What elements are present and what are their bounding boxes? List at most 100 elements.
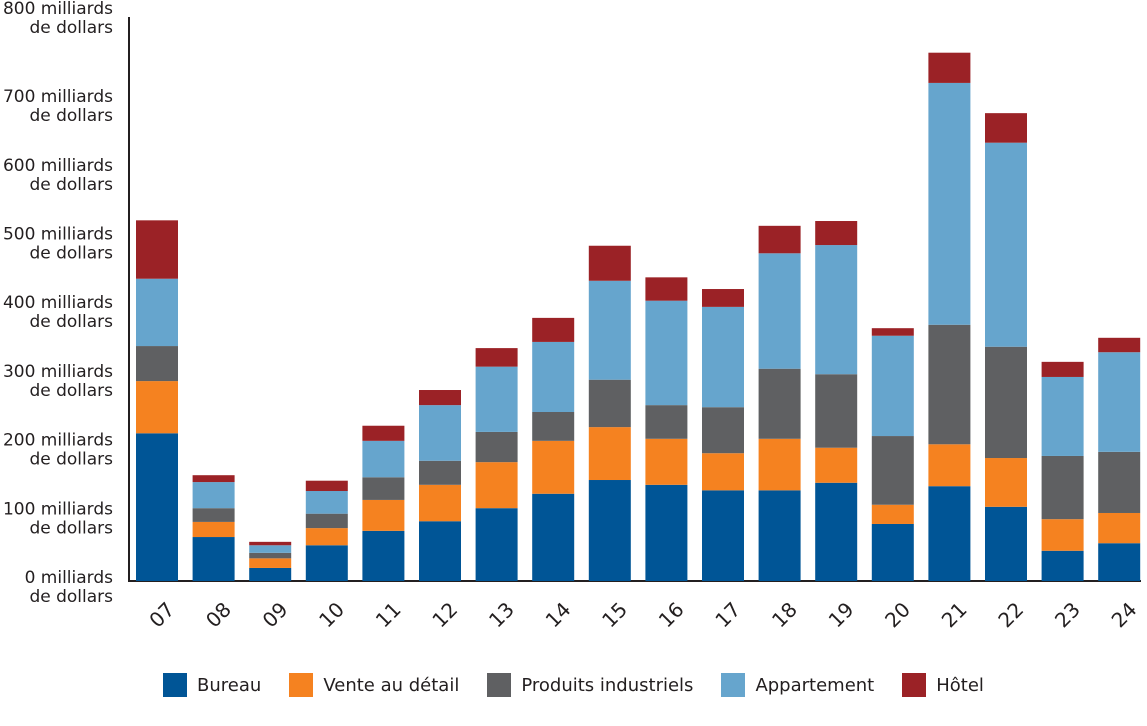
legend-item: Bureau <box>163 673 261 697</box>
bar-segment-h-tel-21 <box>928 52 971 83</box>
bar-segment-vente-au-d-tail-08 <box>192 521 235 538</box>
bar-segment-produits-industriels-18 <box>758 368 801 439</box>
bar-segment-bureau-07 <box>136 433 178 581</box>
bar-segment-vente-au-d-tail-10 <box>305 528 348 546</box>
bar-segment-bureau-22 <box>985 506 1027 581</box>
bar-segment-h-tel-09 <box>249 541 292 546</box>
bar-segment-bureau-13 <box>475 508 518 581</box>
bar-segment-appartement-20 <box>871 335 914 437</box>
bar-segment-h-tel-23 <box>1041 361 1084 377</box>
x-tick-label: 22 <box>993 597 1028 632</box>
bar-segment-produits-industriels-14 <box>532 411 575 441</box>
bar-segment-appartement-22 <box>985 142 1027 347</box>
legend-swatch <box>902 673 927 697</box>
bar-segment-bureau-18 <box>758 490 801 581</box>
bar-segment-produits-industriels-19 <box>815 374 858 448</box>
bar-segment-bureau-10 <box>305 545 348 581</box>
bar-segment-bureau-17 <box>702 490 744 581</box>
bar-segment-produits-industriels-09 <box>249 552 292 559</box>
bar-segment-vente-au-d-tail-09 <box>249 558 292 568</box>
bar-segment-produits-industriels-24 <box>1098 451 1141 513</box>
bar-segment-h-tel-11 <box>362 425 405 441</box>
bar-segment-h-tel-18 <box>758 225 801 254</box>
bar-segment-bureau-08 <box>192 537 235 581</box>
bar-segment-produits-industriels-20 <box>871 436 914 505</box>
legend-item: Hôtel <box>902 673 984 697</box>
bar-segment-appartement-08 <box>192 482 235 509</box>
bar-segment-produits-industriels-15 <box>588 379 631 428</box>
bar-segment-produits-industriels-23 <box>1041 455 1084 520</box>
bar-segment-vente-au-d-tail-14 <box>532 440 575 494</box>
y-tick-label: 700 milliards <box>3 87 113 107</box>
bar-segment-vente-au-d-tail-16 <box>645 438 688 485</box>
bar-segment-vente-au-d-tail-24 <box>1098 512 1141 544</box>
bar-segment-produits-industriels-10 <box>305 513 348 529</box>
y-tick-label: 600 milliards <box>3 156 113 176</box>
bar-segment-appartement-13 <box>475 366 518 432</box>
bar-segment-produits-industriels-11 <box>362 477 405 500</box>
legend-item: Produits industriels <box>487 673 693 697</box>
bar-segment-bureau-15 <box>588 480 631 581</box>
bar-segment-produits-industriels-07 <box>136 346 178 382</box>
y-tick-label: de dollars <box>29 312 113 332</box>
legend-swatch <box>289 673 314 697</box>
y-tick-label: 100 milliards <box>3 499 113 519</box>
bar-segment-produits-industriels-13 <box>475 431 518 463</box>
bar-segment-produits-industriels-21 <box>928 324 971 445</box>
x-tick-label: 24 <box>1107 597 1142 632</box>
y-tick-label: de dollars <box>29 175 113 195</box>
y-tick-label: 200 milliards <box>3 431 113 451</box>
bar-segment-h-tel-07 <box>136 220 178 279</box>
bar-segment-bureau-20 <box>871 523 914 581</box>
bar-segment-appartement-17 <box>702 306 744 408</box>
legend-swatch <box>721 673 746 697</box>
legend-swatch <box>487 673 512 697</box>
bar-segment-appartement-14 <box>532 341 575 412</box>
bar-segment-h-tel-08 <box>192 475 235 483</box>
y-tick-label: de dollars <box>29 244 113 264</box>
y-tick-label: 500 milliards <box>3 225 113 245</box>
legend-swatch <box>163 673 188 697</box>
x-tick-label: 17 <box>710 597 745 632</box>
x-tick-label: 18 <box>767 597 802 632</box>
bar-segment-vente-au-d-tail-23 <box>1041 519 1084 551</box>
legend-label: Produits industriels <box>521 674 694 696</box>
bar-segment-h-tel-22 <box>985 113 1027 143</box>
bar-segment-appartement-15 <box>588 280 631 380</box>
bar-segment-appartement-12 <box>419 405 461 461</box>
y-tick-label: 0 milliards <box>25 568 114 588</box>
y-tick-label: de dollars <box>29 450 113 470</box>
x-tick-label: 14 <box>541 597 576 632</box>
bar-segment-appartement-19 <box>815 245 858 375</box>
y-tick-label: 800 milliards <box>3 0 113 19</box>
bar-segment-bureau-23 <box>1041 550 1084 581</box>
legend-item: Appartement <box>721 673 874 697</box>
bar-segment-appartement-11 <box>362 440 405 478</box>
bar-segment-bureau-11 <box>362 530 405 581</box>
bar-segment-bureau-21 <box>928 486 971 581</box>
y-tick-label: de dollars <box>29 381 113 401</box>
bar-segment-bureau-09 <box>249 567 292 581</box>
bar-segment-bureau-14 <box>532 493 575 581</box>
bar-segment-produits-industriels-08 <box>192 508 235 522</box>
x-tick-label: 19 <box>824 597 859 632</box>
bar-segment-appartement-24 <box>1098 352 1141 452</box>
bar-segment-vente-au-d-tail-21 <box>928 444 971 487</box>
bar-segment-bureau-24 <box>1098 543 1141 581</box>
bar-segment-bureau-19 <box>815 482 858 581</box>
x-tick-label: 09 <box>258 597 293 632</box>
bar-segment-vente-au-d-tail-17 <box>702 453 744 491</box>
y-tick-label: de dollars <box>29 106 113 126</box>
x-tick-label: 23 <box>1050 597 1085 632</box>
y-tick-label: 300 milliards <box>3 362 113 382</box>
bar-segment-vente-au-d-tail-20 <box>871 504 914 524</box>
bar-segment-h-tel-17 <box>702 289 744 307</box>
bar-segment-h-tel-20 <box>871 328 914 336</box>
bar-segment-vente-au-d-tail-11 <box>362 499 405 531</box>
bar-segment-vente-au-d-tail-13 <box>475 462 518 509</box>
legend-label: Appartement <box>755 674 875 696</box>
bar-segment-h-tel-14 <box>532 317 575 342</box>
bar-segment-appartement-07 <box>136 278 178 347</box>
x-tick-label: 20 <box>880 597 915 632</box>
y-tick-label: de dollars <box>29 18 113 38</box>
